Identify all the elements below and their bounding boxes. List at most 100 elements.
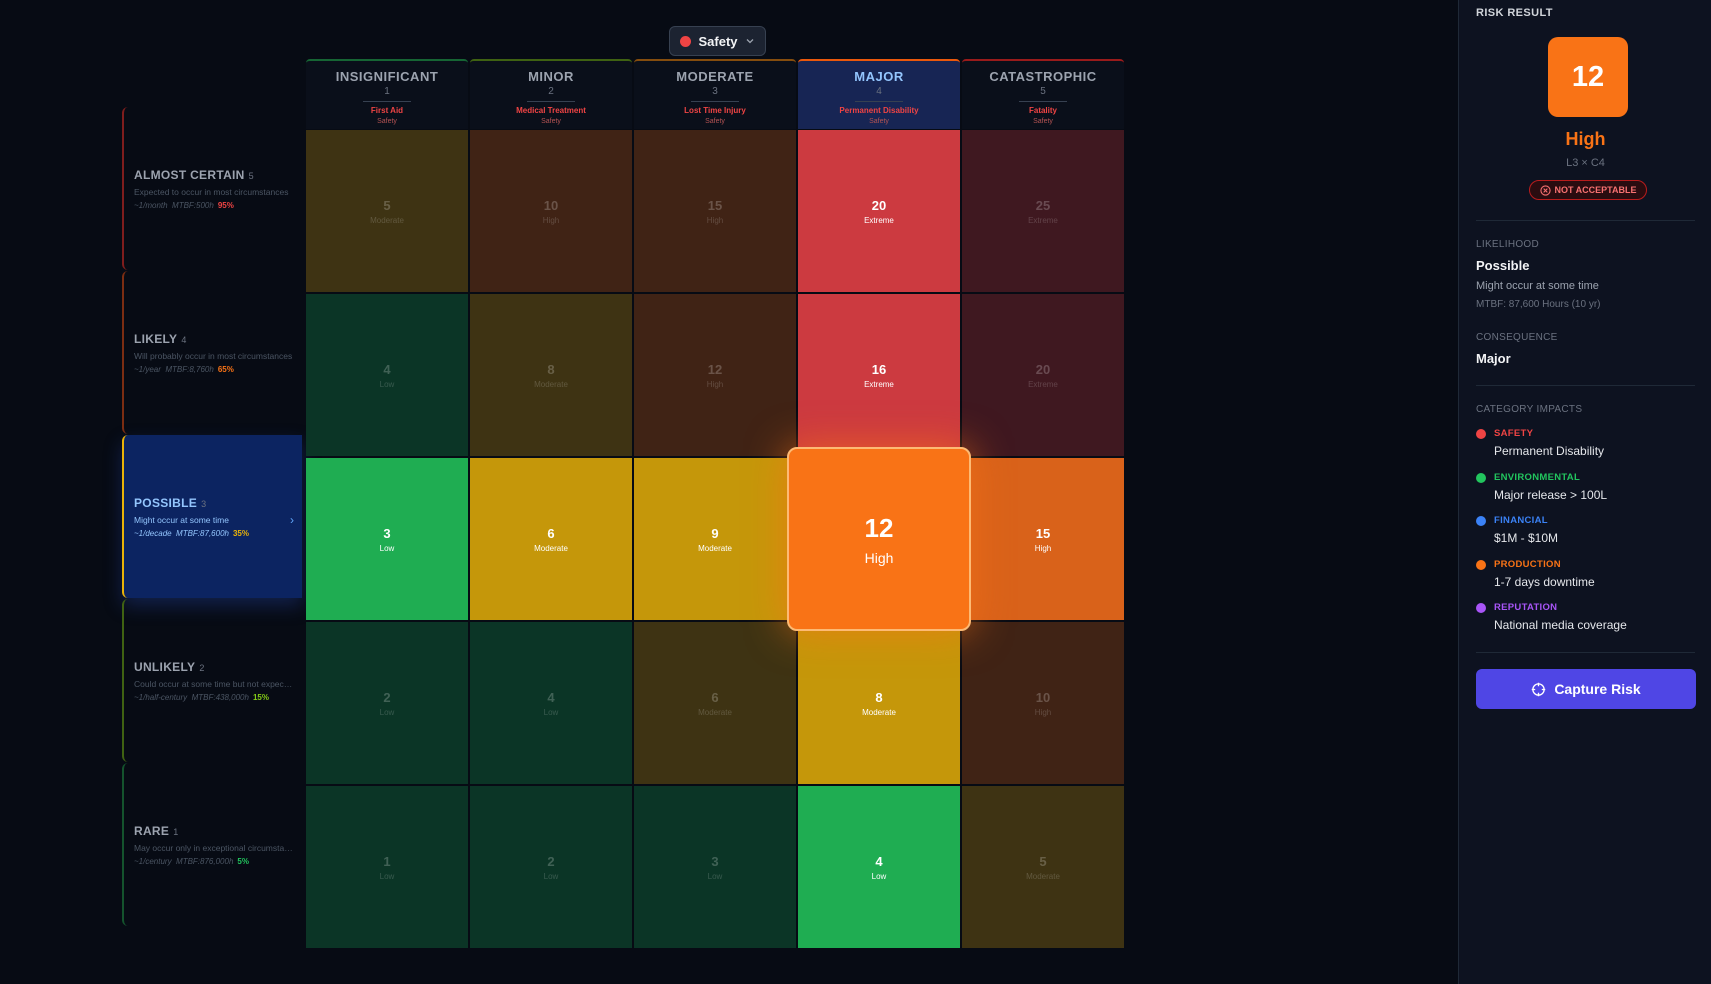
cell-score: 12 <box>707 361 723 377</box>
column-divider <box>1019 101 1067 102</box>
matrix-cell[interactable]: 10 High <box>470 130 632 292</box>
row-mtbf: MTBF:876,000h <box>176 857 234 866</box>
cell-level: Extreme <box>864 215 894 225</box>
x-circle-icon <box>1539 184 1551 196</box>
cell-level: High <box>1034 543 1052 553</box>
chevron-right-icon: › <box>290 513 294 527</box>
row-meta: ~1/decade MTBF:87,600h 35% <box>134 529 302 538</box>
matrix-cell[interactable]: 15 High <box>634 130 796 292</box>
cell-level: Moderate <box>534 379 568 389</box>
matrix-cell[interactable]: 5 Moderate <box>306 130 468 292</box>
cell-level: Moderate <box>370 215 404 225</box>
matrix-cell[interactable]: 15 High <box>962 458 1124 620</box>
cell-level: Moderate <box>1026 871 1060 881</box>
row-score: 3 <box>201 499 207 509</box>
cell-score: 1 <box>383 853 391 869</box>
cell-score: 5 <box>383 197 391 213</box>
consequence-column-major[interactable]: MAJOR 4 Permanent Disability Safety <box>798 59 960 129</box>
impact-category: REPUTATION <box>1494 602 1558 613</box>
matrix-cell[interactable]: 3 Low <box>634 786 796 948</box>
impact-category: SAFETY <box>1494 428 1534 439</box>
matrix-cell[interactable]: 3 Low <box>306 458 468 620</box>
impact-color-dot <box>1476 472 1486 483</box>
row-score: 2 <box>199 663 205 673</box>
matrix-cell[interactable]: 12 High <box>634 294 796 456</box>
matrix-cell[interactable]: 6 Moderate <box>634 622 796 784</box>
consequence-value: Major <box>1476 351 1511 366</box>
row-description: Will probably occur in most circumstance… <box>134 351 293 361</box>
cell-score: 4 <box>547 689 555 705</box>
divider <box>1476 385 1695 386</box>
cell-level: High <box>542 215 560 225</box>
column-score: 4 <box>876 86 882 97</box>
matrix-cell[interactable]: 16 Extreme <box>798 294 960 456</box>
crosshair-icon <box>1532 682 1546 696</box>
row-description: Might occur at some time <box>134 515 229 525</box>
matrix-cell[interactable]: 9 Moderate <box>634 458 796 620</box>
matrix-cell[interactable]: 1 Low <box>306 786 468 948</box>
impact-color-dot <box>1476 603 1486 613</box>
column-divider <box>691 101 739 102</box>
matrix-cell[interactable]: 4 Low <box>306 294 468 456</box>
matrix-cell[interactable]: 20 Extreme <box>798 130 960 292</box>
matrix-cell[interactable]: 8 Moderate <box>798 622 960 784</box>
column-impact: Fatality <box>1028 106 1057 115</box>
row-frequency: ~1/year <box>134 365 161 374</box>
likelihood-label: LIKELIHOOD <box>1476 239 1540 250</box>
cell-level: Extreme <box>1028 215 1058 225</box>
consequence-column-minor[interactable]: MINOR 2 Medical Treatment Safety <box>470 59 632 129</box>
likelihood-row-almost-certain[interactable]: ALMOST CERTAIN 5 Expected to occur in most… <box>122 107 302 270</box>
matrix-cell[interactable]: 4 Low <box>470 622 632 784</box>
matrix-cell[interactable]: 2 Low <box>306 622 468 784</box>
row-frequency: ~1/month <box>134 201 168 210</box>
matrix-cell[interactable]: 25 Extreme <box>962 130 1124 292</box>
column-score: 5 <box>1040 86 1046 97</box>
row-probability: 95% <box>217 201 234 210</box>
matrix-cell[interactable]: 4 Low <box>798 786 960 948</box>
acceptability-badge: NOT ACCEPTABLE <box>1529 180 1647 200</box>
column-divider <box>363 101 411 102</box>
impact-value: Permanent Disability <box>1494 444 1605 458</box>
category-selector[interactable]: Safety <box>669 26 766 56</box>
row-score: 4 <box>181 335 187 345</box>
impact-category: FINANCIAL <box>1494 515 1548 526</box>
cell-level: Low <box>543 871 559 881</box>
impact-value: National media coverage <box>1494 618 1627 632</box>
matrix-cell[interactable]: 20 Extreme <box>962 294 1124 456</box>
likelihood-row-likely[interactable]: LIKELY 4 Will probably occur in most circu… <box>122 271 302 434</box>
matrix-cell[interactable]: 2 Low <box>470 786 632 948</box>
cell-score: 15 <box>1035 525 1051 541</box>
likelihood-row-unlikely[interactable]: UNLIKELY 2 Could occur at some time but no… <box>122 599 302 762</box>
consequence-column-insignificant[interactable]: INSIGNIFICANT 1 First Aid Safety <box>306 59 468 129</box>
row-frequency: ~1/decade <box>134 529 172 538</box>
consequence-column-catastrophic[interactable]: CATASTROPHIC 5 Fatality Safety <box>962 59 1124 129</box>
impact-value: 1-7 days downtime <box>1494 574 1595 589</box>
row-meta: ~1/month MTBF:500h 95% <box>134 201 302 210</box>
column-category: Safety <box>705 118 725 125</box>
row-description: Could occur at some time but not expecte… <box>134 679 294 689</box>
column-name: MAJOR <box>854 69 904 84</box>
cell-level: Extreme <box>864 379 894 389</box>
consequence-label: CONSEQUENCE <box>1476 332 1558 343</box>
cell-score: 20 <box>871 197 887 213</box>
matrix-cell[interactable]: 10 High <box>962 622 1124 784</box>
column-score: 3 <box>712 86 718 97</box>
likelihood-row-rare[interactable]: RARE 1 May occur only in exceptional circu… <box>122 763 302 926</box>
capture-risk-button[interactable]: Capture Risk <box>1476 669 1696 709</box>
cell-level: Moderate <box>862 707 896 717</box>
matrix-cell[interactable]: 5 Moderate <box>962 786 1124 948</box>
consequence-column-moderate[interactable]: MODERATE 3 Lost Time Injury Safety <box>634 59 796 129</box>
matrix-cell[interactable]: 12 High <box>787 447 971 631</box>
cell-level: Low <box>871 871 887 881</box>
matrix-cell[interactable]: 6 Moderate <box>470 458 632 620</box>
cell-score: 10 <box>543 197 559 213</box>
cell-score: 12 <box>864 512 894 543</box>
likelihood-row-possible[interactable]: POSSIBLE 3 Might occur at some time ~1/deca… <box>122 435 302 598</box>
cell-score: 2 <box>547 853 555 869</box>
matrix-cell[interactable]: 8 Moderate <box>470 294 632 456</box>
cell-score: 4 <box>875 853 883 869</box>
row-probability: 65% <box>217 365 234 374</box>
cell-level: Moderate <box>698 543 732 553</box>
row-name: LIKELY <box>134 332 178 346</box>
chevron-down-icon <box>746 39 753 44</box>
